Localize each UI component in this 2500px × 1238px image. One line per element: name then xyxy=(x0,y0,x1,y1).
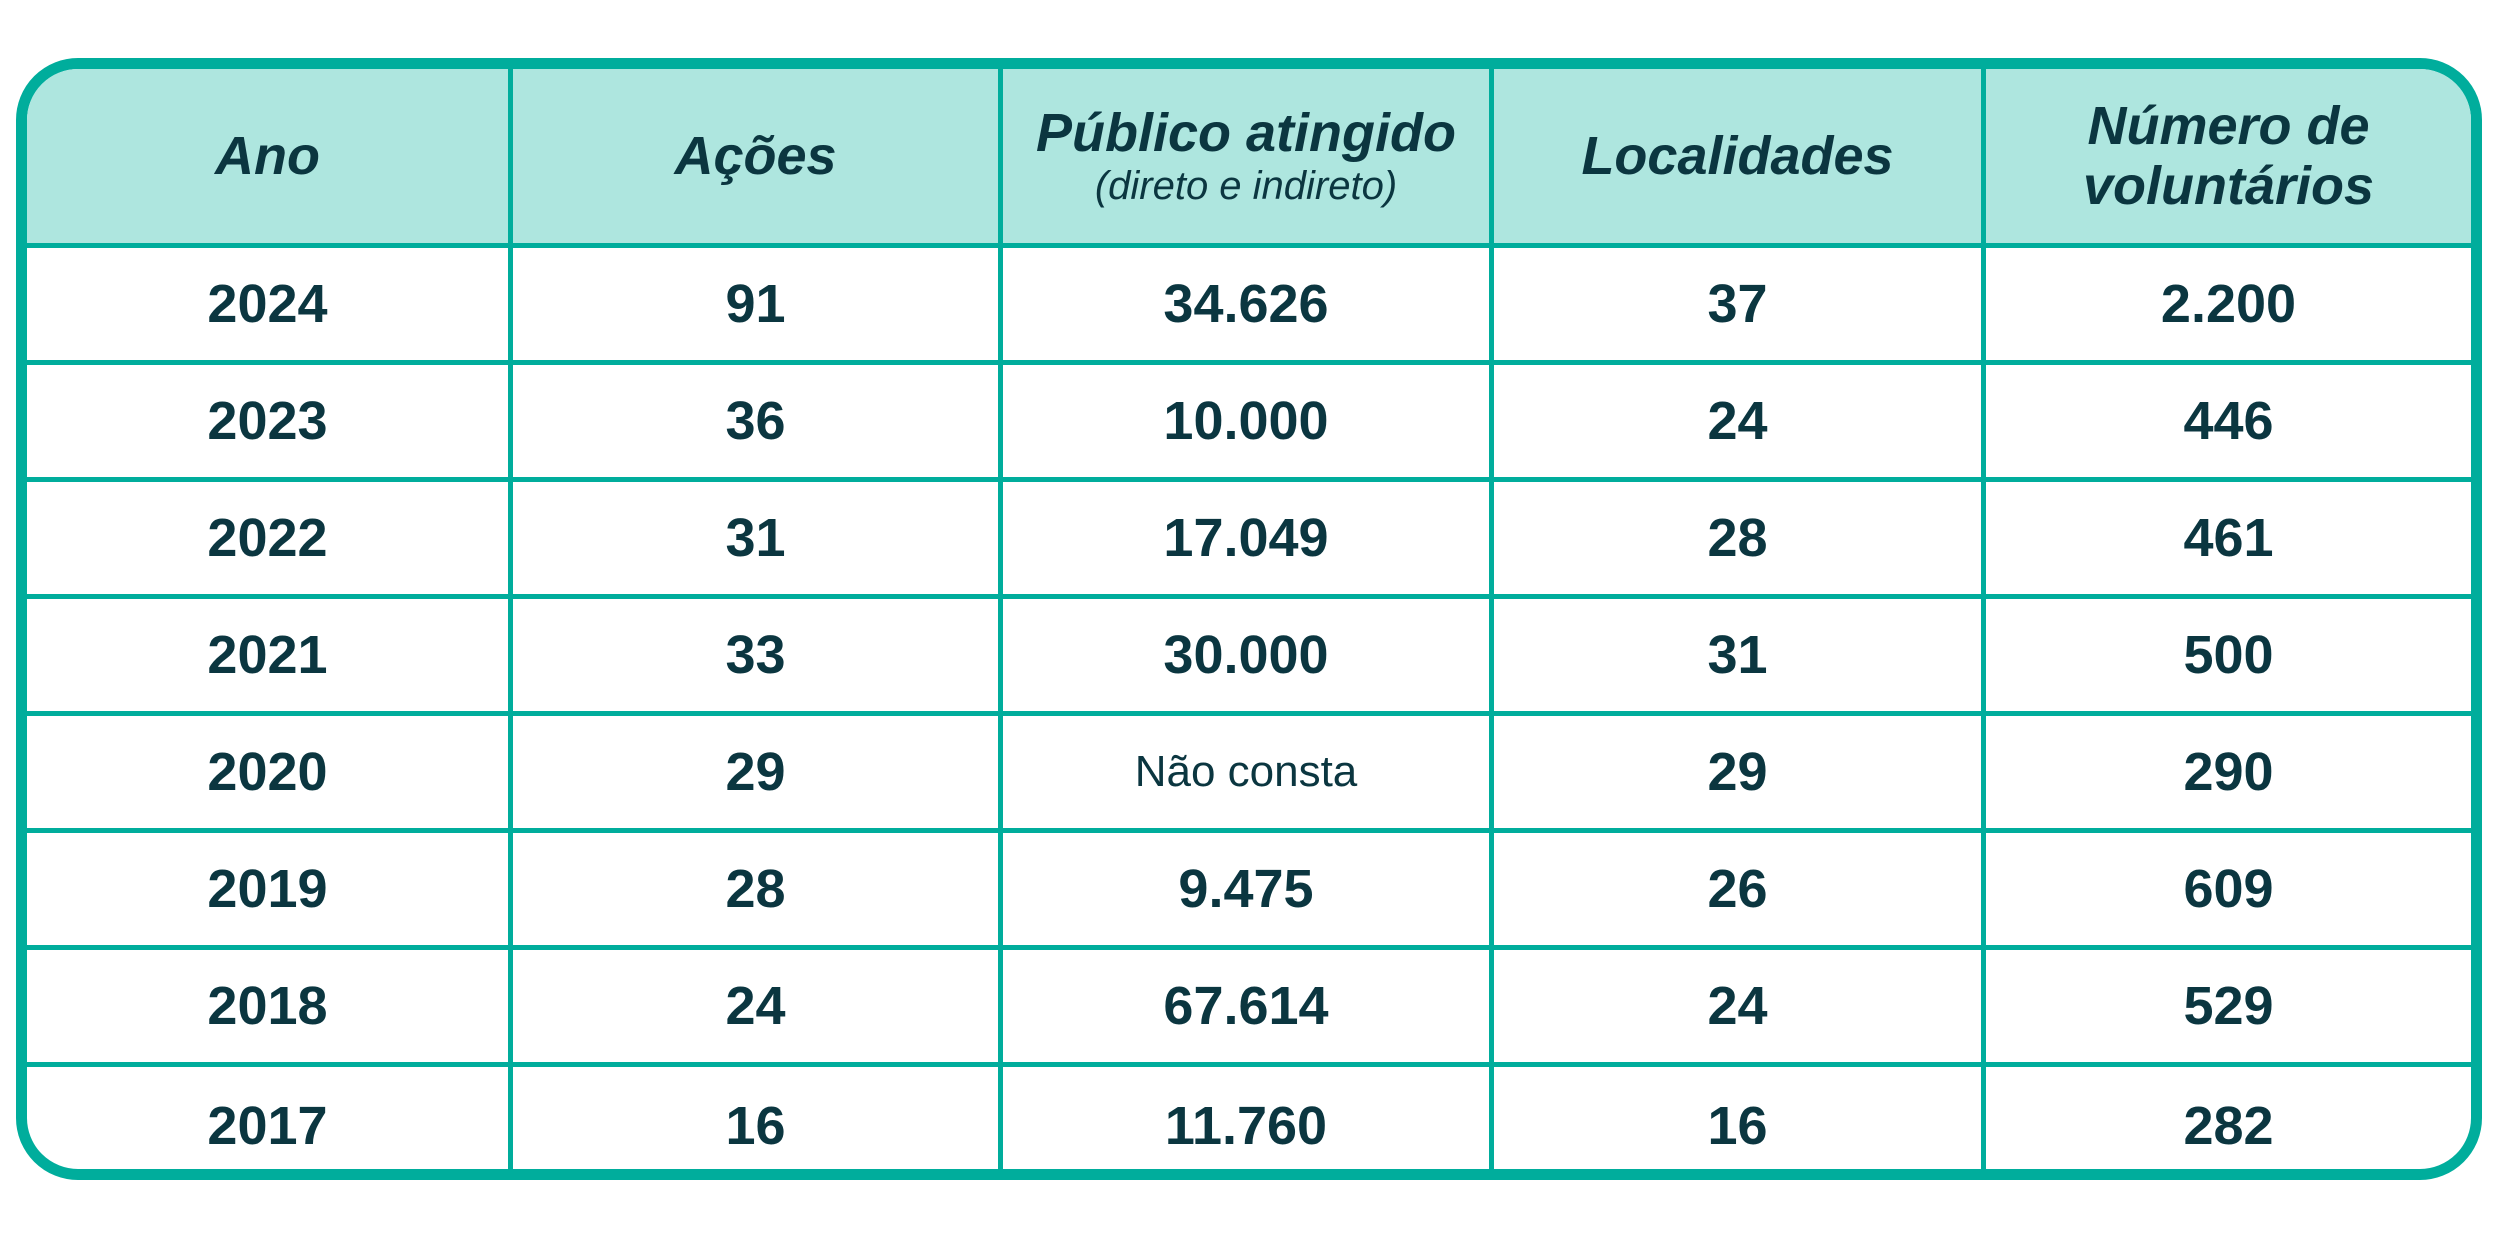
cell-ano: 2017 xyxy=(27,1067,513,1169)
cell-localidades: 37 xyxy=(1494,248,1986,365)
cell-ano: 2021 xyxy=(27,599,513,716)
cell-voluntarios: 609 xyxy=(1986,833,2471,950)
header-sublabel: (direto e indireto) xyxy=(1094,164,1398,208)
cell-publico: 11.760 xyxy=(1003,1067,1494,1169)
cell-publico: 34.626 xyxy=(1003,248,1494,365)
header-label: Número de voluntários xyxy=(2082,96,2375,216)
cell-acoes: 36 xyxy=(513,365,1003,482)
header-localidades: Localidades xyxy=(1494,69,1986,248)
cell-voluntarios: 282 xyxy=(2183,1095,2274,1156)
cell-acoes: 16 xyxy=(513,1067,1003,1169)
cell-localidades: 16 xyxy=(1494,1067,1986,1169)
table-grid: Ano Ações Público atingido (direto e indi… xyxy=(27,69,2471,1169)
cell-localidades: 26 xyxy=(1494,833,1986,950)
cell-ano: 2023 xyxy=(27,365,513,482)
cell-ano: 2020 xyxy=(27,716,513,833)
cell-voluntarios: 500 xyxy=(1986,599,2471,716)
header-label: Localidades xyxy=(1581,126,1894,186)
cell-ano: 2018 xyxy=(27,950,513,1067)
cell-publico: 17.049 xyxy=(1003,482,1494,599)
cell-publico: Não consta xyxy=(1003,716,1494,833)
cell-acoes: 31 xyxy=(513,482,1003,599)
cell-ano: 2019 xyxy=(27,833,513,950)
header-publico: Público atingido (direto e indireto) xyxy=(1003,69,1494,248)
cell-publico: 30.000 xyxy=(1003,599,1494,716)
cell-localidades: 24 xyxy=(1494,365,1986,482)
cell-voluntarios: 2.200 xyxy=(1986,248,2471,365)
cell-voluntarios: 461 xyxy=(1986,482,2471,599)
cell-acoes: 29 xyxy=(513,716,1003,833)
cell-localidades: 28 xyxy=(1494,482,1986,599)
cell-voluntarios: 529 xyxy=(1986,950,2471,1067)
header-label: Ano xyxy=(215,126,320,186)
cell-voluntarios: 446 xyxy=(1986,365,2471,482)
cell-publico: 10.000 xyxy=(1003,365,1494,482)
header-voluntarios: Número de voluntários xyxy=(1986,69,2471,248)
header-acoes: Ações xyxy=(513,69,1003,248)
cell-voluntarios: 290 xyxy=(1986,716,2471,833)
cell-publico: 9.475 xyxy=(1003,833,1494,950)
cell-acoes: 33 xyxy=(513,599,1003,716)
cell-acoes: 91 xyxy=(513,248,1003,365)
data-table: Ano Ações Público atingido (direto e indi… xyxy=(16,58,2482,1180)
header-label: Ações xyxy=(674,126,837,186)
cell-localidades: 24 xyxy=(1494,950,1986,1067)
cell-ano: 2022 xyxy=(27,482,513,599)
header-ano: Ano xyxy=(27,69,513,248)
cell-acoes: 24 xyxy=(513,950,1003,1067)
cell-publico: 67.614 xyxy=(1003,950,1494,1067)
cell-localidades: 29 xyxy=(1494,716,1986,833)
cell-ano: 2024 xyxy=(27,248,513,365)
header-label: Público atingido xyxy=(1036,103,1456,163)
cell-localidades: 31 xyxy=(1494,599,1986,716)
cell-acoes: 28 xyxy=(513,833,1003,950)
